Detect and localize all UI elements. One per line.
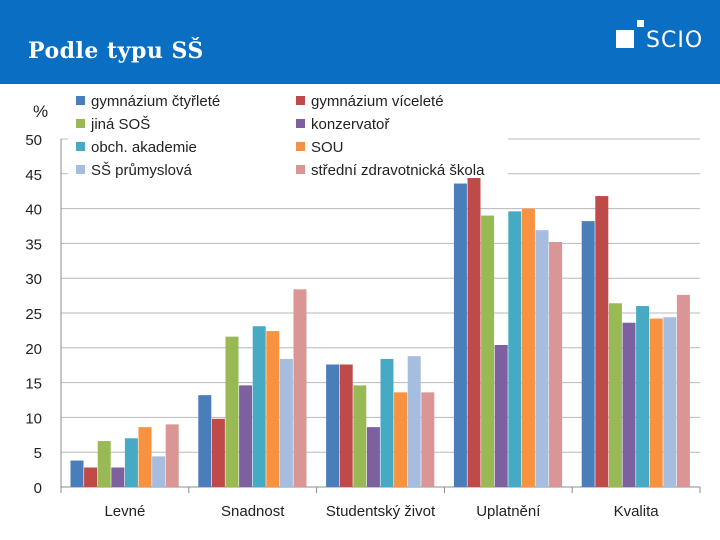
scio-logo: SCIO xyxy=(646,28,704,53)
y-tick-label: 40 xyxy=(25,202,42,219)
legend-label-1: gymnázium víceleté xyxy=(311,93,444,110)
y-tick-label: 30 xyxy=(25,271,42,288)
legend-swatch-3 xyxy=(296,119,305,128)
x-tick-label: Kvalita xyxy=(614,503,660,520)
bar-4-0 xyxy=(581,221,595,488)
bar-1-3 xyxy=(239,385,253,487)
y-tick-label: 35 xyxy=(25,236,42,253)
y-tick-label: 5 xyxy=(34,445,42,462)
bar-2-0 xyxy=(326,364,340,487)
bar-3-7 xyxy=(549,242,563,487)
bar-2-5 xyxy=(394,392,408,487)
bar-0-7 xyxy=(165,424,179,487)
bar-0-6 xyxy=(152,456,166,487)
y-tick-label: 20 xyxy=(25,341,42,358)
x-tick-label: Studentský život xyxy=(326,503,436,520)
logo-square-icon xyxy=(616,30,634,48)
legend-label-6: SŠ průmyslová xyxy=(91,162,193,179)
bar-1-0 xyxy=(198,395,212,487)
bar-2-1 xyxy=(339,364,353,487)
logo-small-square-icon xyxy=(637,20,644,27)
bar-1-6 xyxy=(279,358,293,487)
y-tick-label: 25 xyxy=(25,306,42,323)
y-tick-label: 15 xyxy=(25,376,42,393)
x-tick-label: Levné xyxy=(104,503,145,520)
bar-0-4 xyxy=(124,438,138,487)
y-axis-unit: % xyxy=(33,102,49,121)
bar-0-1 xyxy=(84,467,98,487)
bar-4-1 xyxy=(595,196,609,487)
legend-label-5: SOU xyxy=(311,139,344,156)
bar-4-6 xyxy=(663,317,677,487)
bar-3-0 xyxy=(453,183,467,487)
bar-2-4 xyxy=(380,358,394,487)
bar-2-3 xyxy=(366,427,380,487)
y-tick-label: 0 xyxy=(34,480,42,497)
bar-0-5 xyxy=(138,427,152,487)
legend-label-7: střední zdravotnická škola xyxy=(311,162,485,179)
bar-1-4 xyxy=(252,326,266,487)
legend-swatch-7 xyxy=(296,165,305,174)
legend-box xyxy=(68,92,508,178)
legend-swatch-4 xyxy=(76,142,85,151)
y-tick-label: 10 xyxy=(25,410,42,427)
y-tick-label: 45 xyxy=(25,167,42,184)
bar-3-4 xyxy=(508,211,522,487)
bar-3-1 xyxy=(467,176,481,488)
y-tick-label: 50 xyxy=(25,132,42,149)
legend-label-3: konzervatoř xyxy=(311,116,390,133)
bar-4-7 xyxy=(676,294,690,487)
bar-1-7 xyxy=(293,289,307,487)
x-tick-label: Uplatnění xyxy=(476,503,541,520)
legend-swatch-1 xyxy=(296,96,305,105)
bar-3-6 xyxy=(535,230,549,487)
bar-3-5 xyxy=(521,208,535,487)
legend-swatch-0 xyxy=(76,96,85,105)
bar-3-3 xyxy=(494,345,508,487)
bar-chart: 0 5 10 15 20 25 30 35 40 45 50 Levné Snadnost Student… xyxy=(25,92,701,520)
bar-0-0 xyxy=(70,460,84,487)
bar-4-5 xyxy=(649,318,663,487)
header-bar: Podle typu SŠ SCIO xyxy=(0,0,720,84)
bar-3-2 xyxy=(481,215,495,487)
bar-2-2 xyxy=(353,385,367,487)
page-title: Podle typu SŠ xyxy=(28,38,204,64)
bar-4-4 xyxy=(636,306,650,487)
bar-4-3 xyxy=(622,322,636,487)
bar-1-2 xyxy=(225,336,239,487)
legend-label-4: obch. akademie xyxy=(91,139,197,156)
legend-label-0: gymnázium čtyřleté xyxy=(91,93,220,110)
bar-0-2 xyxy=(97,441,111,487)
x-tick-label: Snadnost xyxy=(221,503,285,520)
legend-swatch-2 xyxy=(76,119,85,128)
bar-1-5 xyxy=(266,331,280,487)
legend-label-2: jiná SOŠ xyxy=(90,116,150,133)
bar-2-6 xyxy=(407,356,421,487)
bar-1-1 xyxy=(211,418,225,487)
bar-0-3 xyxy=(111,467,125,487)
legend-swatch-5 xyxy=(296,142,305,151)
bar-2-7 xyxy=(421,392,435,487)
bar-4-2 xyxy=(608,303,622,487)
legend-swatch-6 xyxy=(76,165,85,174)
